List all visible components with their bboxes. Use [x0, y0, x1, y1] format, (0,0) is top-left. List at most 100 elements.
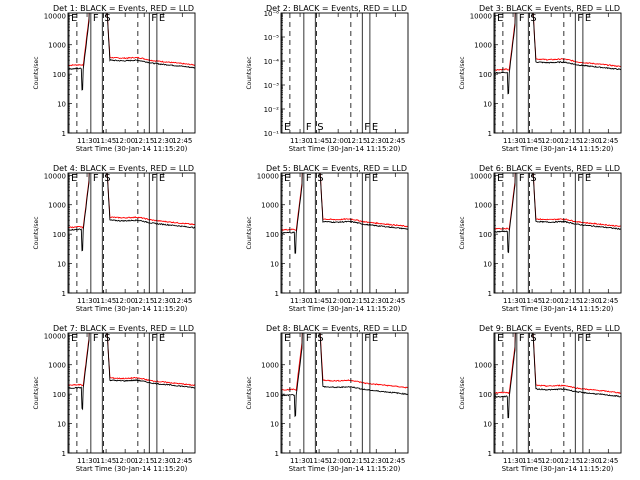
marker-label: F [577, 13, 583, 24]
x-axis-label: Start Time (30-Jan-14 11:15:20) [76, 305, 188, 313]
x-tick-label: 12:00 [115, 137, 135, 145]
marker-label: E [71, 13, 77, 24]
x-tick-label: 12:30 [366, 457, 386, 465]
x-tick-label: 11:45 [309, 457, 329, 465]
x-tick-label: 12:45 [598, 137, 618, 145]
x-tick-label: 12:00 [115, 457, 135, 465]
y-tick-label: 1000 [474, 362, 492, 370]
x-axis-label: Start Time (30-Jan-14 11:15:20) [502, 145, 614, 153]
panel-title: Det 9: BLACK = Events, RED = LLD [479, 324, 620, 333]
y-tick-label: 100 [53, 71, 66, 79]
y-tick-label: 1 [488, 450, 492, 458]
y-tick-label: 10000 [470, 12, 492, 20]
plot-frame [280, 332, 409, 454]
panel-det-3: Det 3: BLACK = Events, RED = LLD Counts/s… [459, 4, 622, 153]
x-axis-label: Start Time (30-Jan-14 11:15:20) [289, 465, 401, 473]
series-group [494, 333, 621, 419]
marker-label: S [104, 333, 110, 344]
x-tick-label: 11:45 [96, 297, 116, 305]
x-tick-label: 11:45 [522, 457, 542, 465]
x-axis-label: Start Time (30-Jan-14 11:15:20) [502, 465, 614, 473]
y-tick-label: 10000 [44, 172, 66, 180]
panel-det-2: Det 2: BLACK = Events, RED = LLD Counts/s… [246, 4, 409, 153]
series-line-events [281, 333, 408, 418]
y-axis-label: Counts/sec [246, 216, 253, 249]
marker-label: F [306, 173, 312, 184]
y-axis-label: Counts/sec [459, 56, 466, 89]
marker-label: F [306, 122, 312, 133]
panel-title: Det 3: BLACK = Events, RED = LLD [479, 4, 620, 13]
marker-label: E [497, 333, 503, 344]
y-tick-label: 1000 [261, 202, 279, 210]
y-tick-label: 1 [275, 450, 279, 458]
x-tick-label: 12:15 [347, 137, 367, 145]
y-tick-label: 1000 [48, 202, 66, 210]
x-tick-label: 12:30 [153, 457, 173, 465]
series-line-events [68, 13, 195, 91]
marker-label: E [71, 173, 77, 184]
marker-label: E [372, 333, 378, 344]
panel-det-8: Det 8: BLACK = Events, RED = LLD Counts/s… [246, 324, 409, 473]
x-tick-label: 11:45 [96, 137, 116, 145]
y-tick-label: 10 [270, 421, 279, 429]
series-line-lld [68, 13, 195, 67]
panel-det-1: Det 1: BLACK = Events, RED = LLD Counts/s… [33, 4, 196, 153]
y-tick-label: 1 [488, 290, 492, 298]
y-tick-label: 10000 [44, 12, 66, 20]
marker-label: F [93, 333, 99, 344]
series-line-events [494, 173, 621, 254]
plot-frame [280, 172, 409, 294]
marker-label: F [519, 173, 525, 184]
x-tick-label: 12:45 [385, 137, 405, 145]
x-tick-label: 12:30 [579, 137, 599, 145]
y-tick-label: 10 [483, 261, 492, 269]
x-tick-label: 11:30 [503, 137, 523, 145]
y-tick-label: 1 [62, 130, 66, 138]
y-tick-label: 10⁻² [264, 106, 280, 114]
marker-label: S [530, 333, 536, 344]
plot-frame [67, 12, 196, 134]
x-tick-label: 12:15 [560, 297, 580, 305]
marker-label: F [577, 173, 583, 184]
x-tick-label: 12:15 [134, 297, 154, 305]
marker-label: E [159, 333, 165, 344]
series-line-events [494, 13, 621, 95]
x-tick-label: 11:45 [309, 297, 329, 305]
y-tick-label: 10 [57, 261, 66, 269]
y-tick-label: 100 [479, 231, 492, 239]
x-axis-label: Start Time (30-Jan-14 11:15:20) [502, 305, 614, 313]
marker-label: S [530, 173, 536, 184]
marker-label: E [585, 333, 591, 344]
x-tick-label: 11:30 [290, 297, 310, 305]
x-axis-label: Start Time (30-Jan-14 11:15:20) [76, 465, 188, 473]
y-tick-label: 1000 [474, 42, 492, 50]
y-tick-label: 10 [483, 421, 492, 429]
x-tick-label: 12:30 [579, 457, 599, 465]
x-tick-label: 11:30 [77, 457, 97, 465]
x-tick-label: 12:45 [598, 457, 618, 465]
x-tick-label: 12:45 [172, 297, 192, 305]
series-group [281, 173, 408, 254]
marker-label: E [284, 122, 290, 133]
plot-frame [493, 12, 622, 134]
panel-title: Det 8: BLACK = Events, RED = LLD [266, 324, 407, 333]
marker-label: S [104, 173, 110, 184]
x-tick-label: 12:15 [560, 457, 580, 465]
y-tick-label: 10 [270, 261, 279, 269]
marker-label: F [93, 173, 99, 184]
y-tick-label: 1000 [261, 362, 279, 370]
marker-label: F [93, 13, 99, 24]
x-tick-label: 12:30 [579, 297, 599, 305]
panel-det-9: Det 9: BLACK = Events, RED = LLD Counts/s… [459, 324, 622, 473]
x-tick-label: 12:15 [560, 137, 580, 145]
x-tick-label: 12:00 [541, 457, 561, 465]
y-tick-label: 10000 [470, 172, 492, 180]
x-tick-label: 12:30 [153, 137, 173, 145]
panel-det-5: Det 5: BLACK = Events, RED = LLD Counts/s… [246, 164, 409, 313]
marker-label: F [151, 333, 157, 344]
marker-label: E [372, 122, 378, 133]
y-axis-label: Counts/sec [459, 216, 466, 249]
y-tick-label: 10000 [44, 332, 66, 340]
series-line-events [68, 333, 195, 411]
